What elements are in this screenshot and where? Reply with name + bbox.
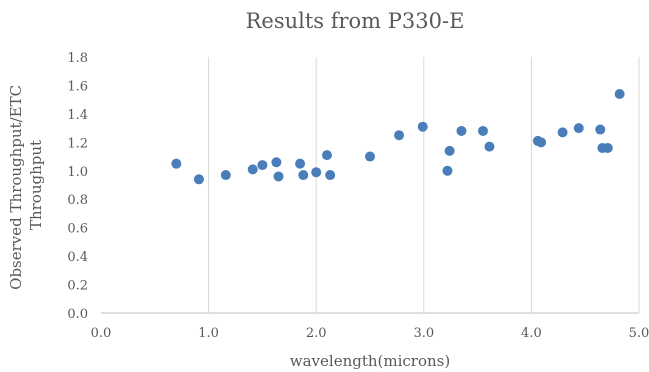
- y-tick-labels: 0.0 0.2 0.4 0.6 0.8 1.0 1.2 1.4 1.6 1.8: [67, 51, 88, 322]
- x-tick-label: 5.0: [629, 326, 649, 341]
- data-point: [484, 141, 495, 152]
- y-tick-label: 0.8: [67, 193, 88, 208]
- data-point: [595, 124, 606, 135]
- y-tick-label: 1.2: [67, 136, 88, 151]
- y-tick-label: 0.6: [67, 222, 88, 237]
- y-axis-label: Observed Throughput/ETC Throughput: [7, 80, 45, 290]
- y-tick-label: 1.0: [67, 165, 88, 180]
- x-tick-label: 4.0: [521, 326, 542, 341]
- y-tick-label: 1.8: [67, 51, 88, 66]
- data-point: [325, 170, 336, 181]
- data-points: [171, 88, 625, 185]
- data-point: [273, 171, 284, 182]
- data-point: [536, 137, 547, 148]
- x-tick-labels: 0.0 1.0 2.0 3.0 4.0 5.0: [91, 326, 649, 341]
- y-tick-label: 0.2: [67, 279, 88, 294]
- data-point: [193, 174, 204, 185]
- x-axis-label: wavelength(microns): [290, 352, 450, 370]
- data-point: [220, 170, 231, 181]
- data-point: [602, 143, 613, 154]
- data-point: [417, 121, 428, 132]
- data-point: [557, 127, 568, 138]
- data-point: [442, 165, 453, 176]
- y-tick-label: 1.4: [67, 108, 88, 123]
- x-tick-label: 2.0: [306, 326, 327, 341]
- data-point: [365, 151, 375, 162]
- data-point: [573, 123, 584, 134]
- x-tick-label: 1.0: [198, 326, 219, 341]
- y-tick-label: 0.4: [67, 250, 88, 265]
- data-point: [311, 167, 322, 178]
- y-tick-label: 1.6: [67, 79, 88, 94]
- x-tick-label: 3.0: [413, 326, 434, 341]
- data-point: [298, 170, 309, 181]
- data-point: [614, 88, 625, 99]
- data-point: [444, 145, 455, 156]
- data-point: [394, 130, 405, 141]
- data-point: [247, 164, 258, 175]
- data-point: [171, 158, 182, 169]
- data-point: [271, 157, 282, 168]
- y-axis-label-line-1: Observed Throughput/ETC: [7, 85, 25, 290]
- grid: [208, 57, 640, 313]
- y-tick-label: 0.0: [67, 307, 88, 322]
- x-tick-label: 0.0: [91, 326, 112, 341]
- data-point: [321, 150, 332, 161]
- chart-title: Results from P330-E: [246, 9, 465, 33]
- data-point: [477, 125, 488, 136]
- data-point: [257, 160, 268, 171]
- y-axis-label-line-2: Throughput: [27, 140, 45, 230]
- data-point: [295, 158, 306, 169]
- data-point: [456, 125, 467, 136]
